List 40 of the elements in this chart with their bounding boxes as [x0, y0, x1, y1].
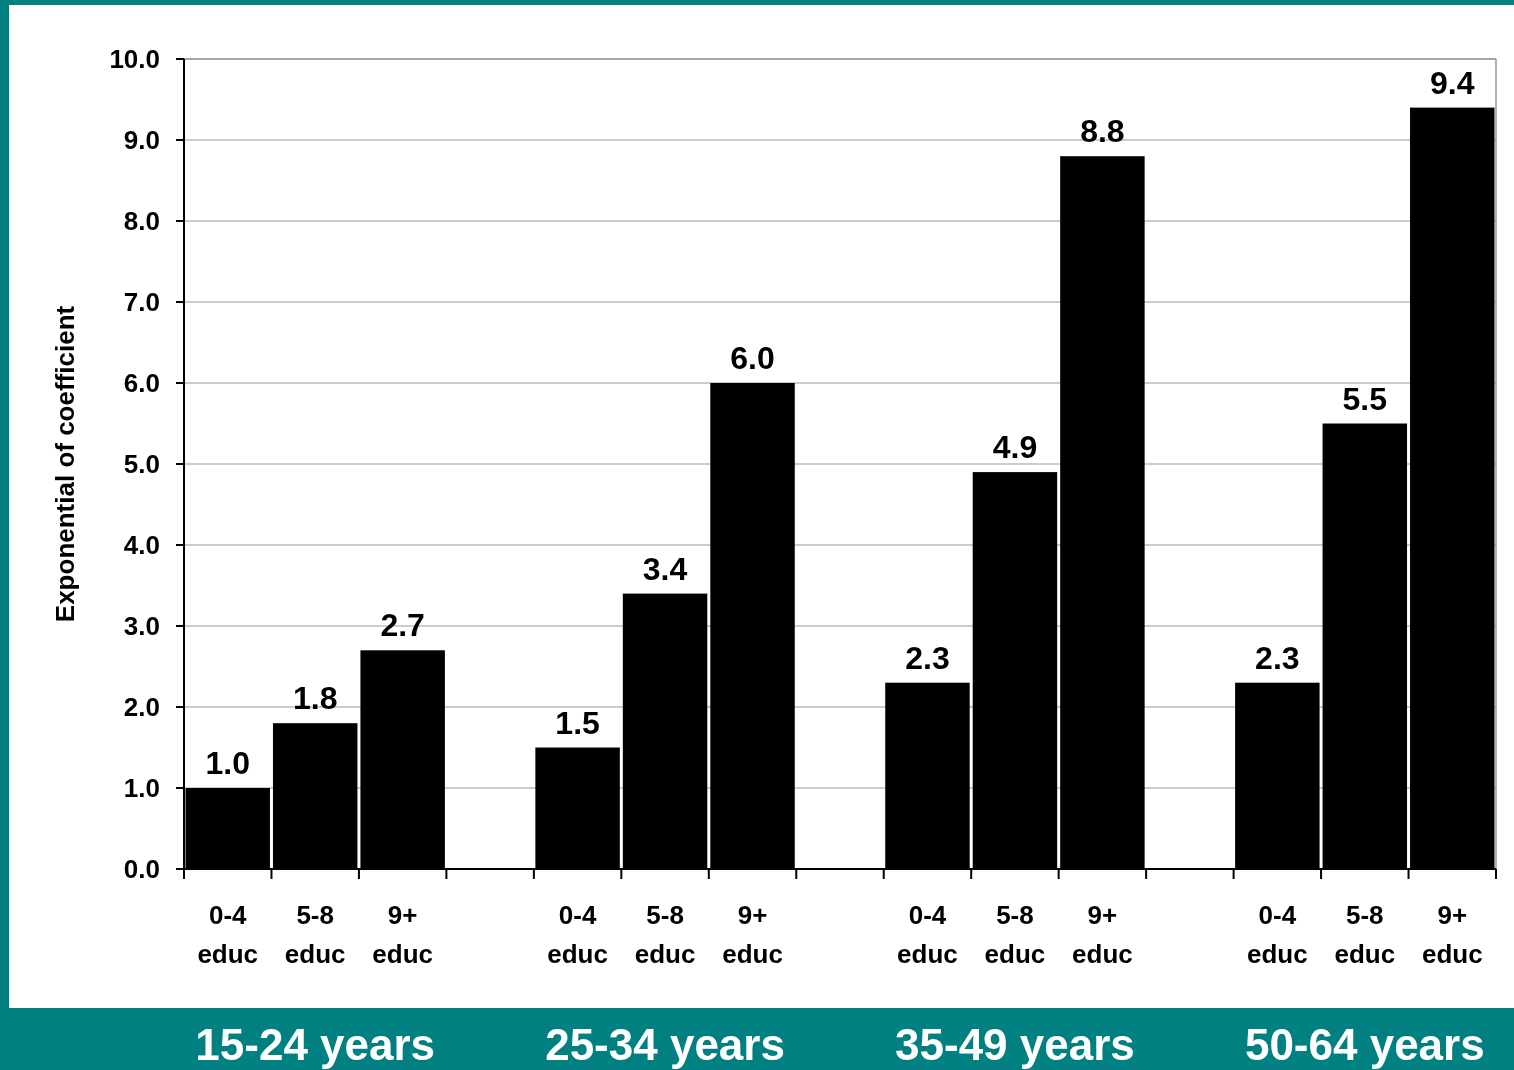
text: 25-34 years	[545, 1020, 785, 1069]
y-tick-label: 10.0	[109, 44, 160, 75]
data-label: 2.3	[905, 639, 950, 676]
y-tick-label: 4.0	[123, 530, 160, 561]
x-tick-label: 9+ educ	[1421, 900, 1483, 969]
text: 35-49 years	[895, 1020, 1135, 1069]
y-tick-label: 8.0	[123, 206, 160, 237]
data-label: 1.8	[292, 680, 338, 717]
x-tick-label: 0-4 educ	[197, 900, 259, 969]
data-label: 9.4	[1430, 64, 1475, 101]
x-tick-label: 0-4 educ	[547, 900, 608, 969]
x-tick-label: 5-8 educ	[1334, 900, 1396, 969]
data-label: 1.0	[205, 745, 250, 781]
x-tick-label: 5-8 educ	[634, 900, 696, 969]
x-tick-label: 9+ educ	[372, 900, 434, 969]
y-tick-label: 3.0	[123, 611, 160, 642]
y-tick-label: 5.0	[123, 449, 160, 480]
x-tick-label: 9+ educ	[722, 900, 783, 969]
y-tick-label: 9.0	[123, 125, 160, 156]
text: 50-64 years	[1244, 1020, 1485, 1069]
data-label: 8.8	[1080, 113, 1125, 150]
x-tick-label: 0-4 educ	[1246, 900, 1308, 969]
y-tick-label: 6.0	[123, 368, 160, 399]
y-tick-label: 0.0	[123, 854, 160, 885]
x-tick-label: 5-8 educ	[984, 900, 1046, 969]
data-label: 6.0	[730, 340, 775, 376]
y-tick-label: 1.0	[123, 773, 160, 804]
data-label: 5.5	[1342, 380, 1388, 417]
y-tick-label: 2.0	[123, 692, 160, 723]
x-tick-label: 0-4 educ	[897, 900, 958, 969]
x-tick-label: 5-8 educ	[284, 900, 346, 969]
text: 15-24 years	[195, 1020, 436, 1069]
x-tick-label: 9+ educ	[1072, 900, 1133, 969]
data-label: 1.5	[555, 704, 600, 741]
data-label: 3.4	[642, 550, 688, 587]
y-tick-label: 7.0	[123, 287, 160, 318]
data-label: 4.9	[992, 429, 1038, 466]
data-label: 2.3	[1255, 639, 1300, 676]
y-axis-title: Exponential of coefficient	[50, 305, 80, 623]
data-label: 2.7	[380, 607, 425, 644]
